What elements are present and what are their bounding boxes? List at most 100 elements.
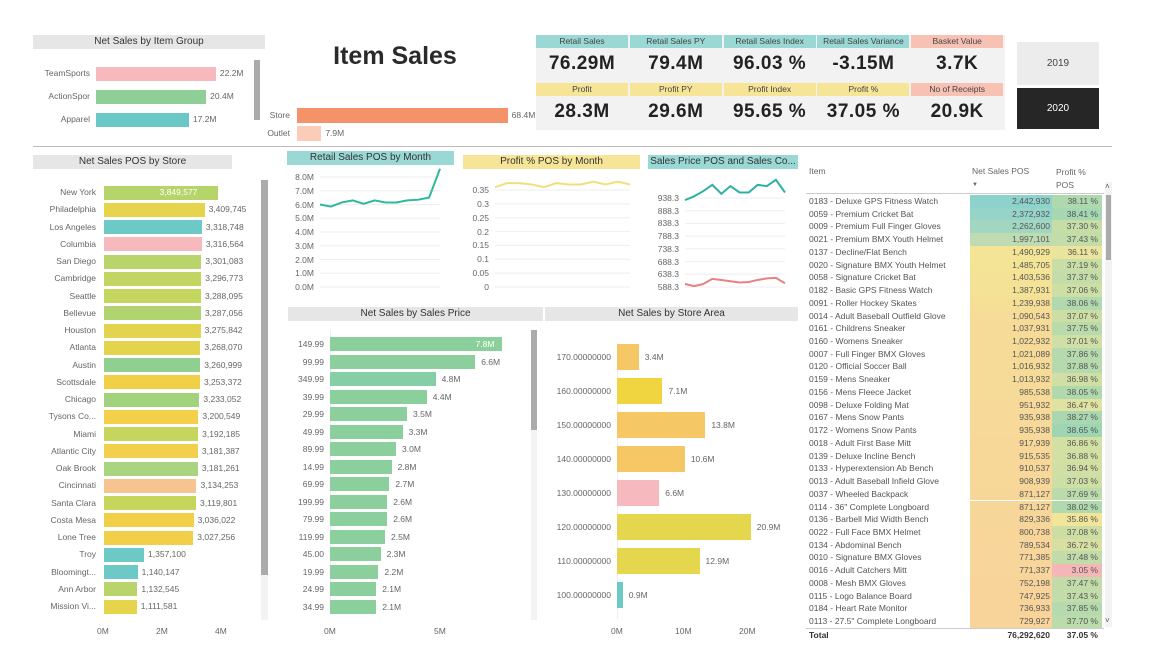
table-row[interactable]: 0021 - Premium BMX Youth Helmet 1,997,101…	[806, 233, 1104, 246]
bar[interactable]	[330, 529, 385, 544]
store-bar[interactable]	[104, 237, 202, 252]
bar[interactable]	[330, 372, 436, 386]
store-bar[interactable]	[104, 409, 199, 424]
table-row[interactable]: 0183 - Deluxe GPS Fitness Watch 2,442,930…	[806, 195, 1104, 208]
bar[interactable]	[330, 477, 390, 491]
table-row[interactable]: 0018 - Adult First Base Mitt 917,939 36.86…	[806, 436, 1104, 450]
bar[interactable]	[617, 582, 623, 608]
bar[interactable]	[330, 459, 392, 474]
store-bar[interactable]	[104, 496, 197, 510]
sales-price-scroll-track[interactable]	[531, 330, 537, 620]
bar[interactable]	[330, 337, 502, 351]
store-bar[interactable]	[104, 271, 202, 286]
store-bar[interactable]	[104, 185, 218, 200]
table-row[interactable]: 0013 - Adult Baseball Infield Glove 908,9…	[806, 475, 1104, 488]
table-row[interactable]: 0115 - Logo Balance Board 747,925 37.43 %	[806, 589, 1104, 603]
table-row[interactable]: 0113 - 27.5" Complete Longboard 729,927 37…	[806, 615, 1104, 628]
sales-price-scrollbar[interactable]	[531, 330, 537, 430]
table-row[interactable]: 0008 - Mesh BMX Gloves 752,198 37.47 %	[806, 576, 1104, 590]
store-bar[interactable]	[104, 306, 201, 321]
bar[interactable]	[617, 548, 700, 574]
store-bar[interactable]	[104, 461, 198, 476]
bar[interactable]	[617, 378, 663, 404]
item-group-bar[interactable]	[96, 113, 189, 127]
table-row[interactable]: 0037 - Wheeled Backpack 871,127 37.69 %	[806, 487, 1104, 501]
bar[interactable]	[330, 494, 388, 509]
channel-bar[interactable]	[297, 108, 508, 123]
bar[interactable]	[330, 389, 427, 404]
bar[interactable]	[330, 424, 403, 439]
series-line[interactable]	[319, 168, 441, 208]
table-row[interactable]: 0167 - Mens Snow Pants 935,938 38.27 %	[806, 411, 1104, 425]
table-row[interactable]: 0091 - Roller Hockey Skates 1,239,938 38.0…	[806, 296, 1104, 310]
bar[interactable]	[617, 514, 751, 540]
store-bar[interactable]	[104, 547, 145, 562]
table-row[interactable]: 0139 - Deluxe Incline Bench 915,535 36.88 …	[806, 449, 1104, 463]
store-bar[interactable]	[104, 599, 137, 614]
table-row[interactable]: 0172 - Womens Snow Pants 935,938 38.65 %	[806, 424, 1104, 437]
table-row[interactable]: 0160 - Womens Sneaker 1,022,932 37.01 %	[806, 335, 1104, 348]
sort-desc-icon[interactable]: ▼	[972, 182, 978, 188]
table-row[interactable]: 0182 - Basic GPS Fitness Watch 1,387,931 3…	[806, 284, 1104, 297]
series-line[interactable]	[684, 276, 786, 288]
store-bar[interactable]	[104, 358, 201, 372]
table-row[interactable]: 0159 - Mens Sneaker 1,013,932 36.98 %	[806, 373, 1104, 386]
table-row[interactable]: 0136 - Barbell Mid Width Bench 829,336 35.…	[806, 513, 1104, 526]
bar[interactable]	[330, 582, 377, 596]
table-row[interactable]: 0133 - Hyperextension Ab Bench 910,537 36.…	[806, 462, 1104, 476]
bar[interactable]	[617, 344, 639, 370]
store-scrollbar[interactable]	[261, 180, 268, 575]
bar[interactable]	[617, 412, 706, 438]
bar[interactable]	[330, 442, 396, 456]
bar[interactable]	[617, 446, 685, 472]
bar[interactable]	[330, 512, 388, 526]
store-bar[interactable]	[104, 427, 199, 441]
item-group-scrollbar[interactable]	[254, 60, 260, 120]
bar[interactable]	[330, 354, 476, 369]
table-row[interactable]: 0010 - Signature BMX Gloves 771,385 37.48 …	[806, 551, 1104, 565]
store-bar[interactable]	[104, 530, 194, 545]
col-header-net-sales[interactable]: Net Sales POS	[972, 166, 1030, 176]
store-bar[interactable]	[104, 513, 194, 528]
store-bar[interactable]	[104, 375, 200, 390]
table-row[interactable]: 0022 - Full Face BMX Helmet 800,738 37.08 …	[806, 525, 1104, 539]
store-bar[interactable]	[104, 565, 138, 579]
bar[interactable]	[617, 480, 660, 506]
store-bar[interactable]	[104, 289, 201, 303]
store-bar[interactable]	[104, 202, 205, 217]
table-row[interactable]: 0058 - Signature Cricket Bat 1,403,536 37.…	[806, 271, 1104, 285]
store-bar[interactable]	[104, 323, 201, 338]
col-header-item[interactable]: Item	[809, 166, 826, 176]
table-row[interactable]: 0120 - Official Soccer Ball 1,016,932 37.8…	[806, 360, 1104, 374]
store-bar[interactable]	[104, 478, 197, 493]
table-row[interactable]: 0016 - Adult Catchers Mitt 771,337 3.05 %	[806, 564, 1104, 577]
bar[interactable]	[330, 599, 377, 614]
table-row[interactable]: 0020 - Signature BMX Youth Helmet 1,485,7…	[806, 258, 1104, 272]
scroll-down-icon[interactable]: ˅	[1105, 616, 1110, 625]
bar[interactable]	[330, 547, 381, 561]
table-row[interactable]: 0059 - Premium Cricket Bat 2,372,932 38.41…	[806, 207, 1104, 221]
table-row[interactable]: 0137 - Decline/Flat Bench 1,490,929 36.11 …	[806, 245, 1104, 259]
table-row[interactable]: 0014 - Adult Baseball Outfield Glove 1,09…	[806, 309, 1104, 323]
table-row[interactable]: 0134 - Abdominal Bench 789,534 36.72 %	[806, 538, 1104, 552]
store-bar[interactable]	[104, 220, 202, 234]
store-bar[interactable]	[104, 392, 200, 407]
item-group-bar[interactable]	[96, 90, 207, 104]
year-2019-button[interactable]: 2019	[1017, 42, 1099, 85]
series-line[interactable]	[494, 180, 631, 189]
table-row[interactable]: 0098 - Deluxe Folding Mat 951,932 36.47 %	[806, 398, 1104, 412]
store-bar[interactable]	[104, 340, 201, 355]
table-row[interactable]: 0184 - Heart Rate Monitor 736,933 37.85 %	[806, 602, 1104, 616]
bar[interactable]	[330, 564, 379, 579]
channel-bar[interactable]	[297, 126, 322, 141]
table-scroll-track[interactable]	[1105, 182, 1112, 627]
table-row[interactable]: 0007 - Full Finger BMX Gloves 1,021,089 37…	[806, 347, 1104, 361]
table-row[interactable]: 0161 - Childrens Sneaker 1,037,931 37.75 %	[806, 322, 1104, 335]
store-bar[interactable]	[104, 582, 138, 597]
table-row[interactable]: 0156 - Mens Fleece Jacket 985,538 38.05 %	[806, 385, 1104, 399]
series-line[interactable]	[684, 178, 786, 202]
col-header-profit[interactable]: Profit % POS	[1056, 167, 1086, 190]
table-row[interactable]: 0009 - Premium Full Finger Gloves 2,262,6…	[806, 220, 1104, 234]
table-scrollbar[interactable]	[1106, 195, 1111, 260]
store-bar[interactable]	[104, 254, 202, 269]
